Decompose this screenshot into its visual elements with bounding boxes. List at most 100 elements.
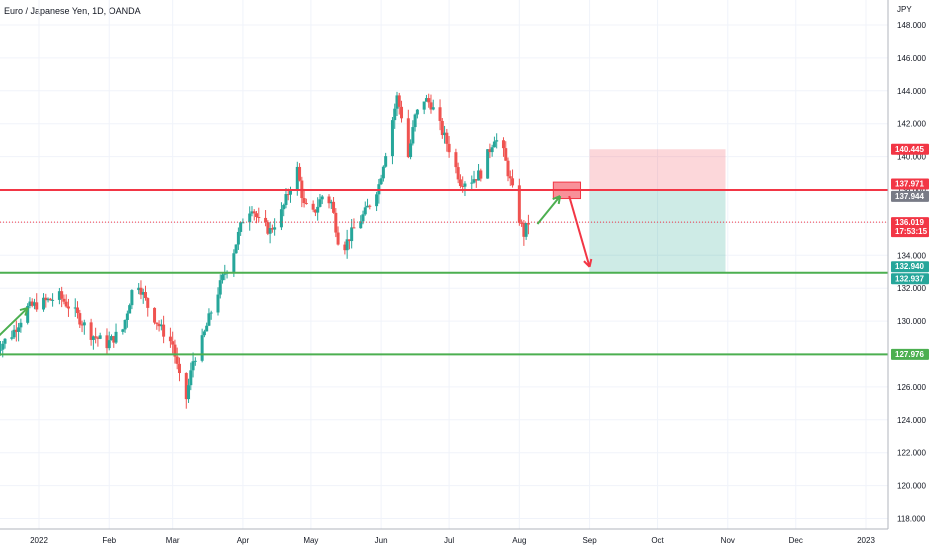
price-label: 140.445 xyxy=(895,145,924,154)
candle-body xyxy=(363,207,367,215)
candle-body xyxy=(381,166,385,179)
candle-body xyxy=(477,170,481,181)
candle-body xyxy=(234,244,238,254)
candle-body xyxy=(128,305,132,314)
candle-body xyxy=(189,370,193,386)
candle-body xyxy=(202,331,206,336)
candle-body xyxy=(304,203,308,205)
candle-body xyxy=(318,199,322,207)
candle-body xyxy=(320,196,324,200)
candle-body xyxy=(205,325,209,332)
y-tick-label: 134.000 xyxy=(897,251,926,260)
candle-body xyxy=(184,373,188,400)
price-label-bg xyxy=(891,273,929,285)
candle-body xyxy=(329,201,333,204)
candle-body xyxy=(456,167,460,180)
chart-title: Euro / Japanese Yen, 1D, OANDA xyxy=(4,6,141,16)
x-tick-label: Nov xyxy=(721,536,735,545)
candle-body xyxy=(146,298,150,308)
candle-body xyxy=(282,204,286,210)
candle-body xyxy=(415,109,419,115)
candle-body xyxy=(141,292,145,295)
candle-body xyxy=(168,336,172,342)
price-label-bg xyxy=(891,178,929,190)
candle-body xyxy=(51,299,55,301)
candle-body xyxy=(336,232,340,245)
currency-label: JPY xyxy=(897,5,912,14)
candle-body xyxy=(187,385,191,400)
candle-body xyxy=(173,344,177,357)
candle-body xyxy=(431,107,435,110)
candle-body xyxy=(76,307,80,314)
stop-loss-zone xyxy=(589,149,726,190)
candle-body xyxy=(82,322,86,326)
candle-body xyxy=(42,297,46,310)
candle-body xyxy=(239,222,243,232)
candle-body xyxy=(286,194,290,196)
candle-body xyxy=(89,322,93,340)
candle-body xyxy=(422,101,426,110)
price-label-bg xyxy=(891,348,929,360)
candle-body xyxy=(0,349,2,351)
candle-body xyxy=(155,322,159,324)
candle-body xyxy=(17,327,21,332)
candle-body xyxy=(495,140,499,142)
price-label-bg xyxy=(891,143,929,155)
candle-body xyxy=(26,305,30,323)
candle-body xyxy=(379,178,383,185)
x-tick-label: Aug xyxy=(512,536,526,545)
candle-body xyxy=(64,301,68,307)
candle-body xyxy=(501,140,505,149)
candle-body xyxy=(130,290,134,306)
candle-body xyxy=(327,196,331,204)
candle-body xyxy=(288,190,292,195)
y-tick-label: 124.000 xyxy=(897,416,926,425)
candle-body xyxy=(375,194,379,207)
candle-body xyxy=(440,120,444,136)
candle-body xyxy=(98,335,102,339)
candle-body xyxy=(248,213,252,223)
price-label: 132.940 xyxy=(895,262,924,271)
candle-body xyxy=(298,166,302,181)
candle-body xyxy=(105,335,109,349)
candle-body xyxy=(209,312,213,314)
price-label: 132.937 xyxy=(895,274,924,283)
candle-body xyxy=(384,156,388,167)
y-tick-label: 138.000 xyxy=(897,186,926,195)
candle-body xyxy=(302,198,306,204)
x-tick-label: 2022 xyxy=(30,536,48,545)
candle-body xyxy=(241,222,245,224)
trend-arrow-head xyxy=(552,195,561,201)
candle-body xyxy=(157,323,161,327)
candle-body xyxy=(91,336,95,340)
y-tick-label: 144.000 xyxy=(897,87,926,96)
candle-body xyxy=(445,132,449,144)
candle-body xyxy=(526,222,530,225)
candle-body xyxy=(10,337,14,339)
candle-body xyxy=(486,149,490,179)
candle-body xyxy=(46,298,50,301)
candle-body xyxy=(488,149,492,153)
candle-body xyxy=(345,239,349,251)
candle-body xyxy=(139,287,143,295)
candle-body xyxy=(393,108,397,121)
candle-body xyxy=(121,329,125,332)
candle-body xyxy=(125,313,129,321)
candle-body xyxy=(390,120,394,157)
candle-body xyxy=(406,118,410,158)
candle-body xyxy=(159,324,163,327)
candle-body xyxy=(107,340,111,349)
price-label: 137.944 xyxy=(895,192,924,201)
y-tick-label: 148.000 xyxy=(897,21,926,30)
candle-body xyxy=(492,141,496,148)
price-label-bg xyxy=(891,217,929,238)
candle-body xyxy=(112,336,116,343)
candle-body xyxy=(35,302,39,310)
candle-body xyxy=(268,228,272,234)
candle-body xyxy=(270,228,274,230)
candle-body xyxy=(427,98,431,103)
candle-body xyxy=(236,231,240,245)
candle-body xyxy=(311,203,315,210)
